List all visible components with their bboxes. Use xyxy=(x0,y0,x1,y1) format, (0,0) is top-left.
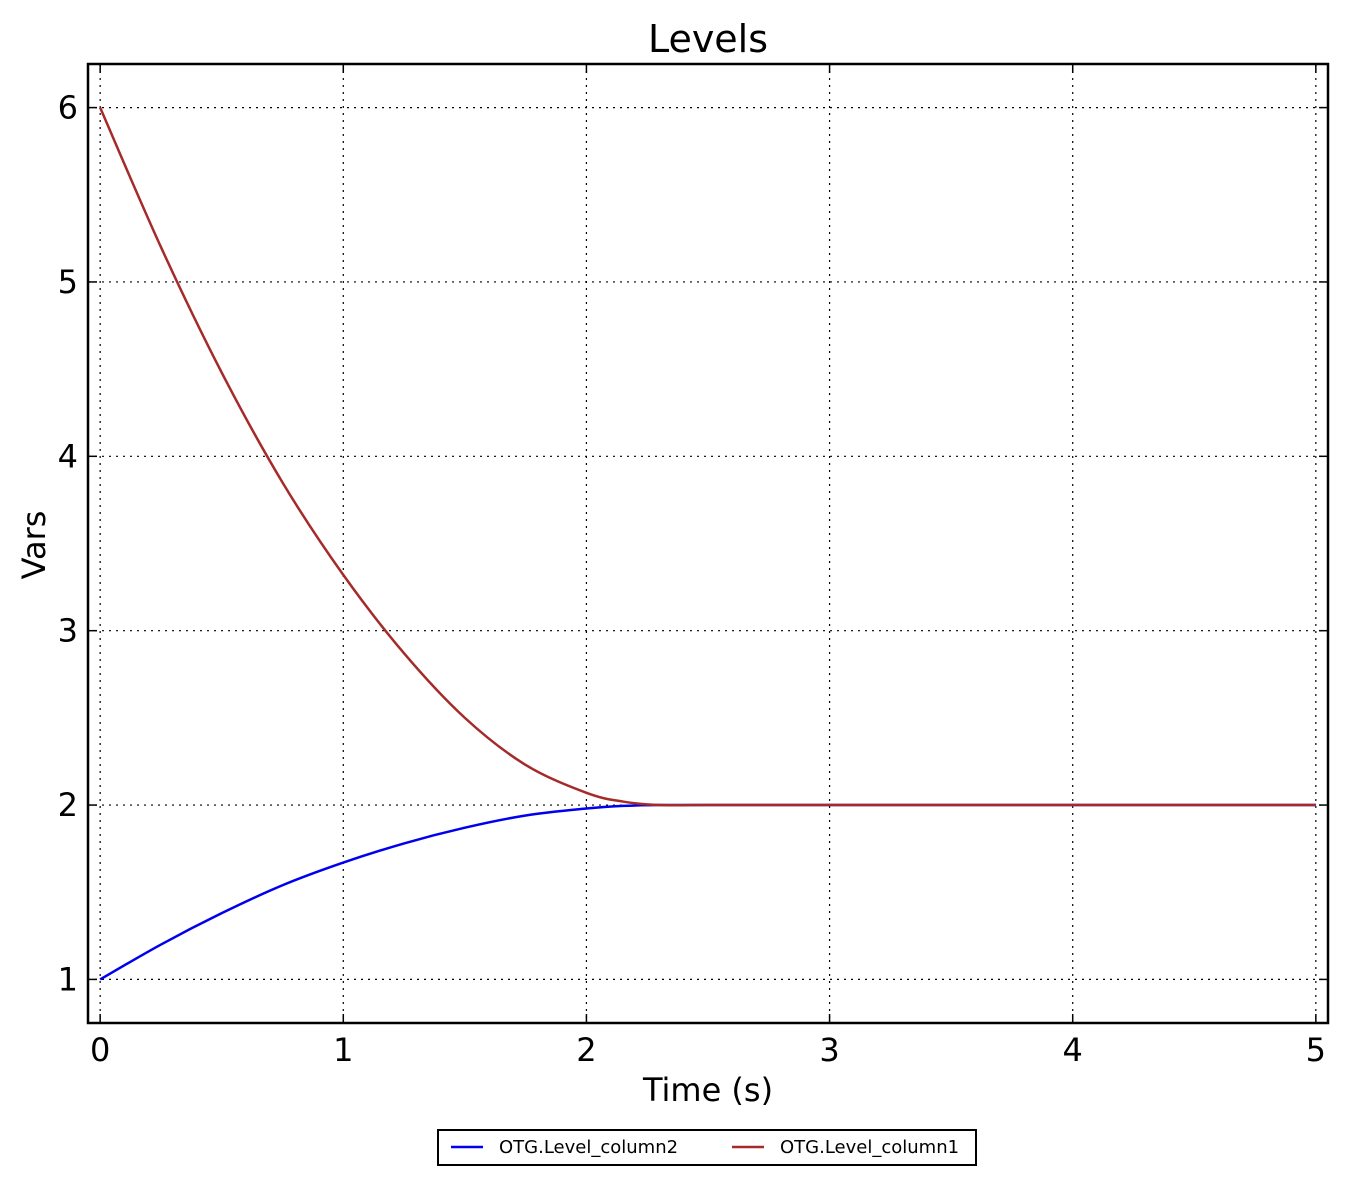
series-layer xyxy=(99,107,1316,981)
y-axis-label: Vars xyxy=(15,511,53,580)
y-tick-label: 3 xyxy=(58,612,78,650)
x-axis-label: Time (s) xyxy=(642,1071,773,1109)
y-tick-label: 5 xyxy=(58,263,78,301)
plot-frame xyxy=(86,62,1330,1025)
y-tick-label: 4 xyxy=(58,437,78,475)
x-tick-label: 1 xyxy=(333,1031,353,1069)
x-tick-label: 0 xyxy=(90,1031,110,1069)
legend-label: OTG.Level_column2 xyxy=(499,1137,678,1158)
legend-label: OTG.Level_column1 xyxy=(780,1137,959,1158)
axis-ticks xyxy=(88,64,1328,1023)
series-line-1 xyxy=(99,803,1316,981)
y-tick-label: 6 xyxy=(58,89,78,127)
series-line-2 xyxy=(99,107,1316,807)
x-tick-label: 4 xyxy=(1063,1031,1083,1069)
legend: OTG.Level_column2 OTG.Level_column1 xyxy=(437,1129,977,1166)
chart-title: Levels xyxy=(648,17,768,61)
x-tick-label: 5 xyxy=(1306,1031,1326,1069)
y-tick-label: 2 xyxy=(58,786,78,824)
x-tick-label: 2 xyxy=(576,1031,596,1069)
grid-lines xyxy=(88,64,1328,1023)
y-tick-label: 1 xyxy=(58,960,78,998)
x-tick-label: 3 xyxy=(819,1031,839,1069)
legend-frame xyxy=(437,1129,977,1166)
